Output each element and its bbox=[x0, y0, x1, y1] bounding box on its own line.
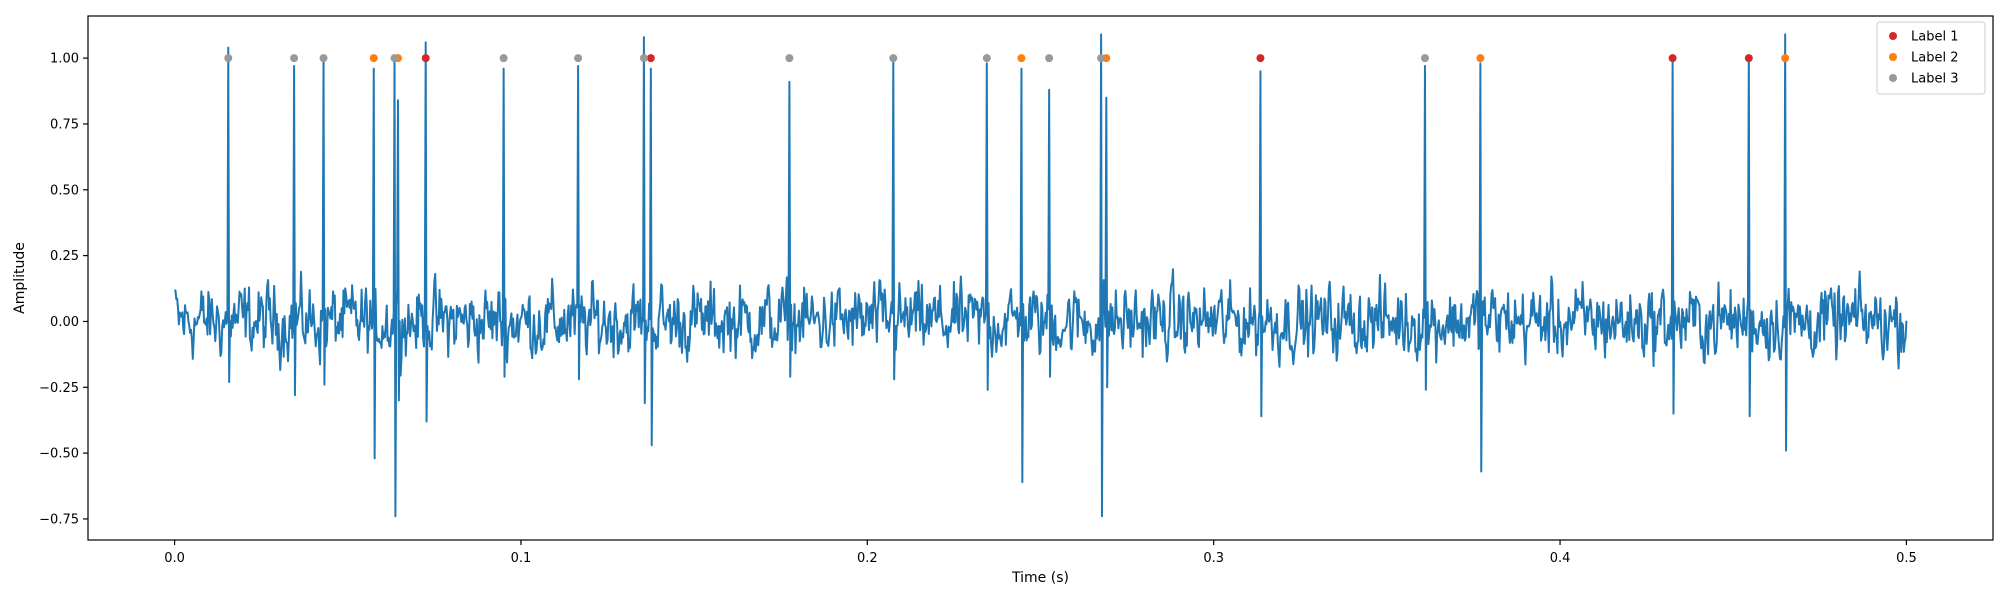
marker-label-3 bbox=[319, 54, 328, 63]
label-markers bbox=[224, 54, 1790, 63]
y-tick-label: −0.25 bbox=[39, 381, 79, 396]
y-tick-label: 0.00 bbox=[50, 315, 79, 330]
x-axis-label: Time (s) bbox=[1011, 570, 1069, 586]
marker-label-3 bbox=[889, 54, 898, 63]
marker-label-2 bbox=[1476, 54, 1485, 63]
marker-label-1 bbox=[1668, 54, 1677, 63]
x-tick-label: 0.5 bbox=[1896, 551, 1917, 566]
marker-label-1 bbox=[421, 54, 430, 63]
x-tick-label: 0.4 bbox=[1550, 551, 1571, 566]
marker-label-3 bbox=[1045, 54, 1054, 63]
marker-label-2 bbox=[1017, 54, 1026, 63]
y-axis-label: Amplitude bbox=[12, 242, 28, 314]
x-tick-label: 0.1 bbox=[511, 551, 532, 566]
plot-frame bbox=[87, 15, 1994, 541]
y-axis: −0.75 −0.50 −0.25 0.00 0.25 0.50 0.75 1.00 bbox=[39, 52, 88, 527]
y-tick-label: 0.75 bbox=[50, 117, 79, 132]
legend-marker bbox=[1889, 32, 1897, 40]
legend-marker bbox=[1889, 74, 1897, 82]
marker-label-1 bbox=[646, 54, 655, 63]
marker-label-2 bbox=[369, 54, 378, 63]
signal-line bbox=[173, 33, 1908, 518]
legend-box bbox=[1876, 21, 1986, 95]
plot-area bbox=[173, 33, 1908, 518]
x-tick-label: 0.0 bbox=[164, 551, 185, 566]
marker-label-3 bbox=[639, 54, 648, 63]
y-tick-label: −0.75 bbox=[39, 512, 79, 527]
marker-label-3 bbox=[574, 54, 583, 63]
y-tick-label: −0.50 bbox=[39, 447, 79, 462]
marker-label-3 bbox=[1097, 54, 1106, 63]
legend-label: Label 1 bbox=[1911, 30, 1958, 45]
marker-label-3 bbox=[1420, 54, 1429, 63]
legend-label: Label 3 bbox=[1911, 72, 1958, 87]
x-tick-label: 0.3 bbox=[1203, 551, 1224, 566]
x-axis: 0.0 0.1 0.2 0.3 0.4 0.5 bbox=[164, 540, 1917, 566]
marker-label-3 bbox=[390, 54, 399, 63]
marker-label-2 bbox=[1781, 54, 1790, 63]
legend-label: Label 2 bbox=[1911, 51, 1958, 66]
legend: Label 1 Label 2 Label 3 bbox=[1876, 21, 1986, 95]
y-tick-label: 1.00 bbox=[50, 52, 79, 67]
marker-label-3 bbox=[224, 54, 233, 63]
marker-label-3 bbox=[982, 54, 991, 63]
marker-label-3 bbox=[290, 54, 299, 63]
marker-label-3 bbox=[499, 54, 508, 63]
marker-label-1 bbox=[1744, 54, 1753, 63]
x-tick-label: 0.2 bbox=[857, 551, 878, 566]
marker-label-3 bbox=[785, 54, 794, 63]
marker-label-1 bbox=[1256, 54, 1265, 63]
legend-marker bbox=[1889, 53, 1897, 61]
y-tick-label: 0.25 bbox=[50, 249, 79, 264]
y-tick-label: 0.50 bbox=[50, 183, 79, 198]
